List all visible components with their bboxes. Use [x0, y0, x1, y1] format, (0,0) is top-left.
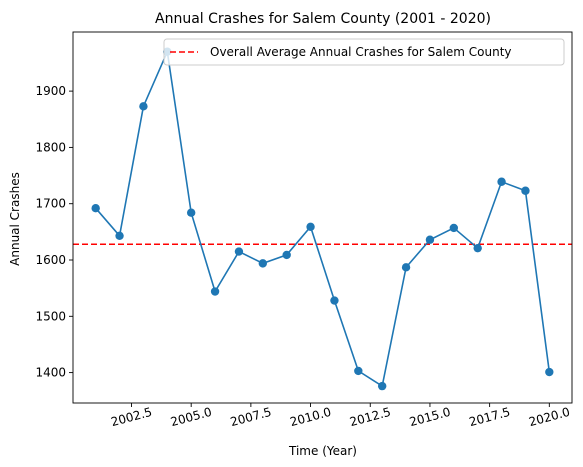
- y-tick-label: 1600: [35, 253, 66, 267]
- legend: Overall Average Annual Crashes for Salem…: [163, 38, 565, 66]
- y-tick-label: 1800: [35, 140, 66, 154]
- data-point: [91, 204, 100, 213]
- data-point: [377, 381, 387, 391]
- legend-average-label: Overall Average Annual Crashes for Salem…: [210, 45, 512, 59]
- data-point: [545, 367, 554, 377]
- legend-box: [163, 38, 565, 66]
- y-tick-label: 1900: [35, 84, 66, 98]
- y-tick-label: 1400: [35, 366, 66, 380]
- y-tick-label: 1500: [35, 309, 66, 323]
- data-point: [234, 247, 244, 256]
- data-point: [497, 177, 506, 186]
- x-axis-label: Time (Year): [288, 444, 357, 458]
- data-point: [330, 296, 339, 305]
- plot-area: [72, 31, 573, 404]
- y-tick-label: 1700: [35, 197, 66, 211]
- data-point: [282, 250, 291, 260]
- y-axis-ticks: 1400 1500 1600 1700 1800 1900: [35, 84, 73, 380]
- data-point: [354, 366, 363, 376]
- y-axis-label: Annual Crashes: [8, 172, 22, 266]
- data-point: [449, 223, 459, 233]
- data-point: [306, 222, 315, 231]
- chart-title: Annual Crashes for Salem County (2001 - …: [155, 11, 491, 27]
- data-point: [115, 231, 124, 240]
- data-point: [401, 263, 411, 272]
- data-point: [139, 102, 148, 111]
- data-point: [210, 287, 220, 296]
- axes-frame: [72, 31, 573, 404]
- series-line: [95, 48, 551, 388]
- data-point: [258, 259, 268, 268]
- data-point: [186, 208, 196, 217]
- data-point: [473, 243, 482, 253]
- data-point: [521, 186, 530, 195]
- data-point: [425, 235, 435, 244]
